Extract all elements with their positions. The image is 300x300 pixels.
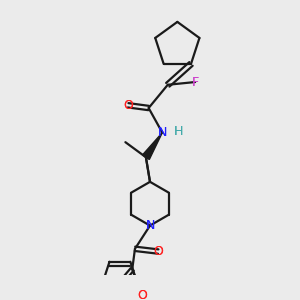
Polygon shape: [142, 133, 162, 160]
Text: N: N: [145, 219, 155, 232]
Text: O: O: [153, 245, 163, 258]
Text: O: O: [137, 289, 147, 300]
Text: O: O: [153, 245, 163, 258]
Text: H: H: [174, 125, 183, 138]
Text: O: O: [137, 289, 147, 300]
Text: N: N: [145, 219, 155, 232]
Text: O: O: [123, 99, 133, 112]
Text: F: F: [191, 76, 199, 88]
Text: N: N: [158, 126, 167, 139]
Text: F: F: [191, 76, 199, 88]
Text: N: N: [158, 126, 167, 139]
Text: O: O: [123, 99, 133, 112]
Text: H: H: [174, 125, 183, 138]
